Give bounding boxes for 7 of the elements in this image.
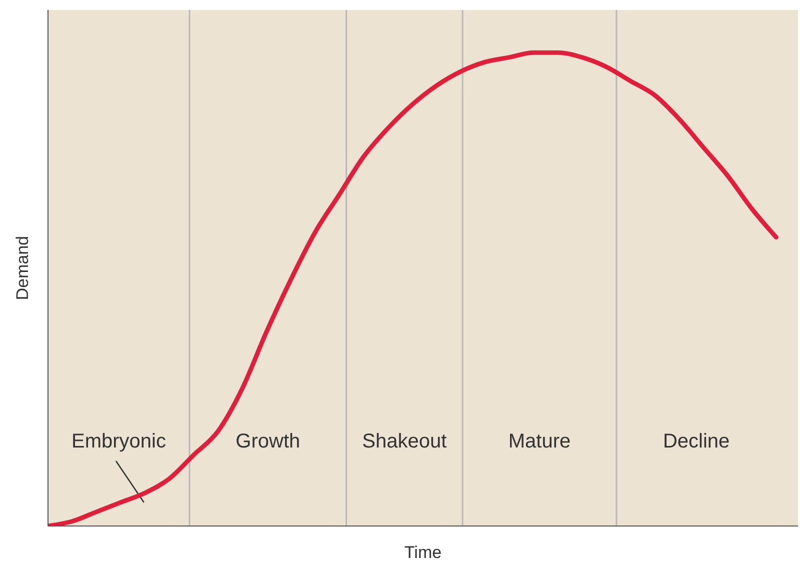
annotation: Shakeout <box>362 430 448 453</box>
annotation: Growth <box>236 430 300 453</box>
annotation: Mature <box>508 430 571 453</box>
annotation: Decline <box>662 430 730 453</box>
y-axis-title: Demand <box>13 236 32 300</box>
annotation: Embryonic <box>72 430 166 453</box>
x-axis-title: Time <box>404 543 442 562</box>
